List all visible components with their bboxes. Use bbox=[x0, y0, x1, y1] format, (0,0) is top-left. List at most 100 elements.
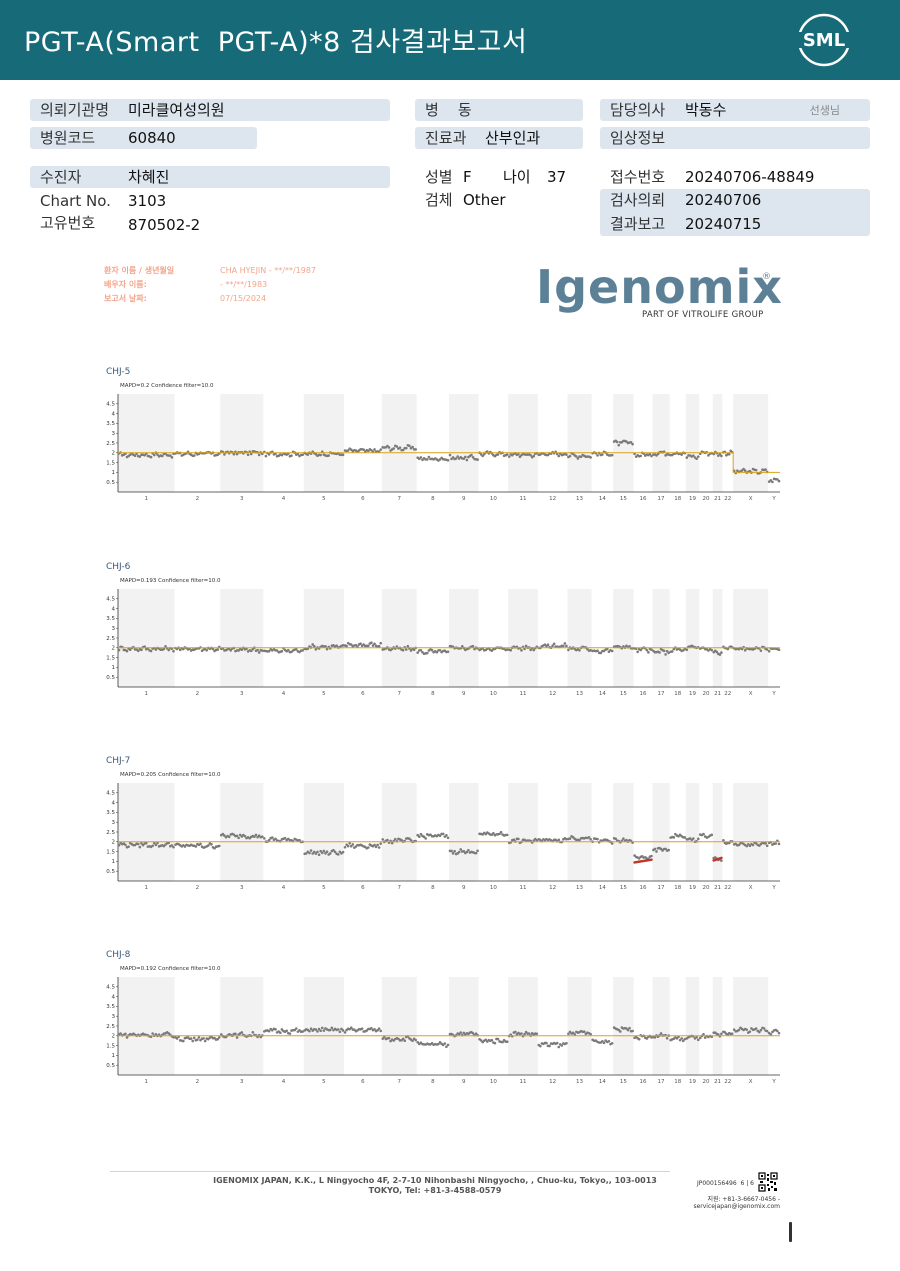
patient-label: 수진자 bbox=[40, 168, 82, 186]
copy-number-point bbox=[382, 1035, 386, 1039]
chromosome-segment-6 bbox=[343, 641, 383, 649]
copy-number-point bbox=[573, 1033, 577, 1036]
copy-number-point bbox=[535, 838, 539, 842]
copy-number-point bbox=[138, 455, 142, 458]
copy-number-point bbox=[203, 1039, 207, 1043]
copy-number-point bbox=[393, 837, 397, 841]
x-tick-label: 11 bbox=[520, 885, 527, 891]
copy-number-point bbox=[745, 1028, 749, 1031]
copy-number-point bbox=[243, 834, 247, 838]
copy-number-point bbox=[695, 457, 698, 461]
copy-number-point bbox=[192, 454, 196, 457]
copy-number-point bbox=[645, 648, 649, 652]
chromosome-segment-15 bbox=[612, 439, 634, 447]
copy-number-point bbox=[401, 1037, 405, 1041]
copy-number-point bbox=[732, 1028, 736, 1031]
clinical-field: 임상정보 bbox=[600, 127, 870, 149]
x-tick-label: 7 bbox=[397, 691, 401, 697]
copy-number-point bbox=[758, 844, 761, 847]
spouse-name-label: 배우자 이름: bbox=[104, 280, 147, 289]
copy-number-point bbox=[317, 853, 321, 857]
copy-number-point bbox=[335, 644, 338, 647]
chromosome-band bbox=[652, 589, 670, 687]
x-tick-label: X bbox=[749, 885, 753, 891]
copy-number-point bbox=[408, 837, 411, 841]
chromosome-segment-2 bbox=[174, 842, 221, 850]
copy-number-point bbox=[777, 479, 781, 483]
chromosome-segment-21 bbox=[712, 450, 723, 458]
copy-number-point bbox=[698, 1036, 702, 1040]
x-tick-label: 13 bbox=[576, 885, 583, 891]
copy-number-point bbox=[359, 642, 362, 645]
copy-number-point bbox=[178, 648, 182, 652]
copy-number-point bbox=[681, 1039, 685, 1043]
copy-number-point bbox=[197, 1036, 201, 1039]
copy-number-point bbox=[636, 650, 639, 654]
copy-number-point bbox=[631, 1029, 634, 1033]
doctor-field: 담당의사 박동수 선생님 bbox=[600, 99, 870, 121]
copy-number-point bbox=[720, 454, 723, 458]
copy-number-point bbox=[523, 1032, 526, 1036]
copy-number-point bbox=[535, 1032, 539, 1036]
copy-number-point bbox=[301, 453, 304, 457]
department-value: 산부인과 bbox=[485, 129, 541, 147]
x-tick-label: 5 bbox=[322, 496, 326, 502]
copy-number-point bbox=[445, 834, 448, 837]
chromosome-band bbox=[733, 589, 769, 687]
copy-number-point bbox=[219, 1033, 223, 1036]
copy-number-point bbox=[505, 833, 509, 837]
copy-number-point bbox=[367, 846, 370, 849]
copy-number-point bbox=[576, 457, 580, 460]
copy-number-point bbox=[737, 843, 741, 847]
igenomix-logo-text: Igenomix bbox=[536, 260, 783, 314]
copy-number-point bbox=[565, 837, 568, 841]
copy-number-point bbox=[758, 1030, 761, 1034]
copy-number-point bbox=[628, 1026, 631, 1030]
y-tick-label: 1 bbox=[112, 859, 116, 865]
x-tick-label: 21 bbox=[714, 496, 721, 502]
copy-number-point bbox=[551, 644, 554, 647]
copy-number-point bbox=[338, 1030, 342, 1034]
chromosome-segment-18 bbox=[669, 646, 687, 654]
chromosome-segment-6 bbox=[343, 1026, 383, 1034]
copy-number-point bbox=[167, 648, 171, 652]
chromosome-band bbox=[118, 977, 175, 1075]
copy-number-point bbox=[294, 1027, 298, 1030]
copy-number-point bbox=[189, 1037, 193, 1040]
institution-field: 의뢰기관명 미라클여성의원 bbox=[30, 99, 390, 121]
copy-number-point bbox=[379, 448, 383, 451]
copy-number-point bbox=[567, 648, 570, 652]
copy-number-point bbox=[672, 647, 676, 651]
copy-number-point bbox=[680, 453, 683, 456]
copy-number-point bbox=[427, 455, 431, 459]
x-tick-label: 8 bbox=[431, 885, 435, 891]
chromosome-segment-13 bbox=[567, 1029, 592, 1036]
copy-number-point bbox=[240, 648, 244, 652]
copy-number-point bbox=[718, 653, 722, 656]
copy-number-point bbox=[261, 649, 264, 652]
chromosome-band bbox=[118, 589, 175, 687]
copy-number-point bbox=[650, 1036, 653, 1039]
copy-number-point bbox=[338, 850, 342, 854]
copy-number-point bbox=[751, 843, 755, 847]
chart-no-field: Chart No. 3103 bbox=[30, 190, 390, 212]
footer-divider bbox=[110, 1171, 670, 1172]
copy-number-point bbox=[437, 1042, 440, 1046]
copy-number-point bbox=[596, 454, 599, 457]
copy-number-point bbox=[743, 648, 747, 652]
copy-number-point bbox=[401, 448, 405, 452]
department-label: 진료과 bbox=[425, 129, 467, 147]
copy-number-point bbox=[411, 445, 414, 449]
copy-number-point bbox=[692, 837, 695, 840]
copy-number-point bbox=[351, 843, 355, 846]
copy-number-point bbox=[267, 838, 271, 842]
copy-number-point bbox=[696, 1038, 700, 1042]
y-tick-label: 0.5 bbox=[106, 869, 115, 875]
x-tick-label: 2 bbox=[196, 1079, 200, 1085]
copy-number-point bbox=[546, 643, 550, 647]
copy-number-point bbox=[119, 1032, 122, 1035]
copy-number-point bbox=[425, 458, 429, 461]
copy-number-point bbox=[183, 845, 187, 848]
chromosome-band bbox=[613, 394, 634, 492]
copy-number-point bbox=[565, 644, 568, 648]
